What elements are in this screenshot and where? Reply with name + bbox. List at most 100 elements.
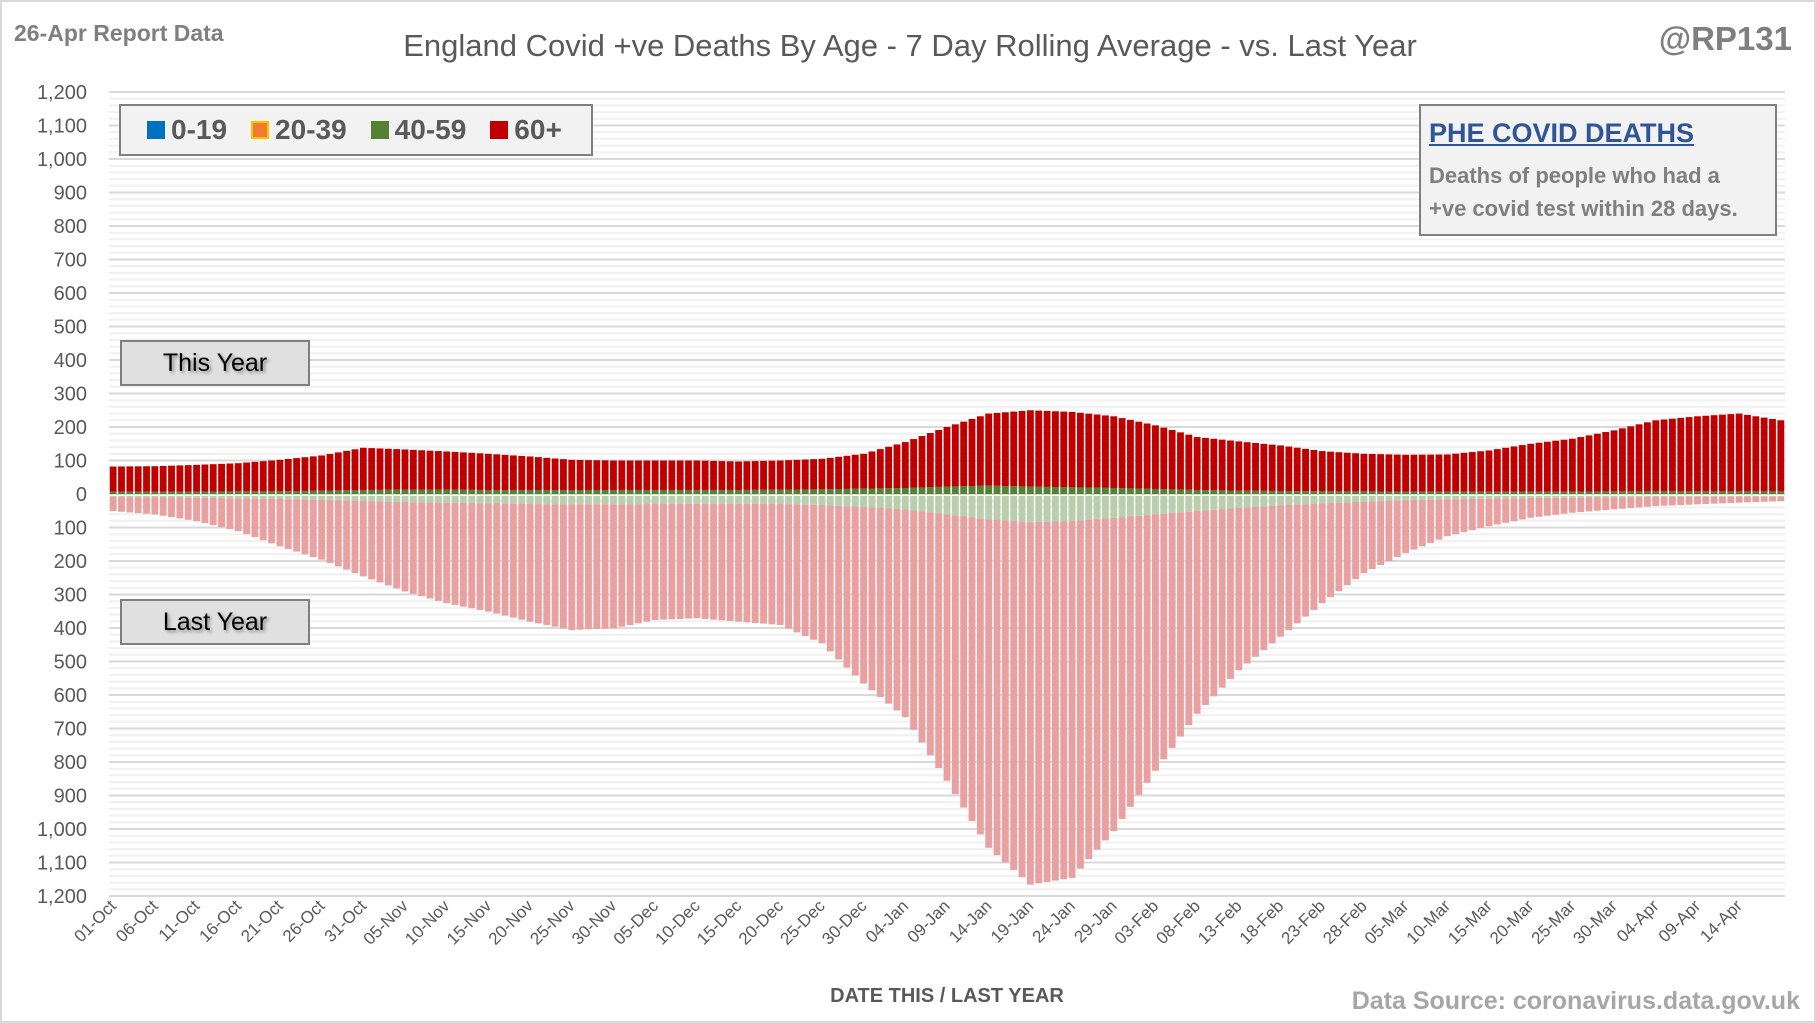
bar-last-year-60-plus bbox=[1543, 497, 1551, 516]
bar-last-year-40-59 bbox=[1477, 496, 1485, 499]
y-tick-label: 800 bbox=[54, 216, 87, 238]
bar-last-year-40-59 bbox=[384, 496, 392, 502]
bar-this-year-40-59 bbox=[343, 490, 351, 494]
bar-this-year-60-plus bbox=[635, 460, 642, 490]
bar-last-year-60-plus bbox=[1001, 520, 1009, 863]
bar-last-year-60-plus bbox=[518, 503, 526, 620]
bar-last-year-40-59 bbox=[1493, 496, 1501, 499]
bar-last-year-40-59 bbox=[1652, 496, 1660, 498]
bar-this-year-40-59 bbox=[1527, 491, 1535, 494]
bar-last-year-40-59 bbox=[1085, 496, 1093, 520]
bar-this-year-60-plus bbox=[1243, 442, 1251, 491]
bar-last-year-60-plus bbox=[860, 507, 868, 684]
bar-this-year-40-59 bbox=[351, 490, 359, 494]
bar-this-year-40-59 bbox=[743, 489, 751, 494]
bar-last-year-40-59 bbox=[1026, 496, 1034, 523]
bar-this-year-60-plus bbox=[1568, 438, 1576, 492]
bar-last-year-60-plus bbox=[760, 503, 767, 624]
bar-last-year-60-plus bbox=[935, 513, 943, 769]
bar-this-year-60-plus bbox=[526, 456, 534, 490]
bar-this-year-40-59 bbox=[384, 489, 392, 494]
x-tick-label: 26-Oct bbox=[279, 896, 329, 946]
bar-last-year-60-plus bbox=[1318, 503, 1326, 604]
bar-last-year-40-59 bbox=[209, 496, 217, 498]
bar-this-year-40-59 bbox=[968, 486, 976, 494]
bar-last-year-60-plus bbox=[576, 504, 584, 630]
bar-last-year-60-plus bbox=[710, 503, 717, 620]
bar-last-year-40-59 bbox=[1452, 496, 1460, 500]
bar-this-year-60-plus bbox=[1385, 454, 1393, 492]
bar-this-year-40-59 bbox=[501, 489, 509, 494]
bar-this-year-40-59 bbox=[1452, 491, 1460, 494]
bar-this-year-60-plus bbox=[1310, 449, 1318, 492]
this-year-label: This Year bbox=[120, 340, 310, 386]
bar-this-year-60-plus bbox=[893, 444, 901, 489]
bar-last-year-60-plus bbox=[1010, 521, 1018, 870]
bar-this-year-40-59 bbox=[1543, 491, 1551, 494]
bar-this-year-40-59 bbox=[910, 487, 918, 494]
bar-last-year-60-plus bbox=[1518, 498, 1526, 520]
bar-last-year-60-plus bbox=[1402, 500, 1410, 553]
bar-this-year-60-plus bbox=[1710, 415, 1718, 492]
bar-last-year-40-59 bbox=[1018, 496, 1026, 522]
bar-this-year-60-plus bbox=[1093, 414, 1101, 488]
bar-last-year-40-59 bbox=[1060, 496, 1068, 522]
bar-this-year-60-plus bbox=[1218, 439, 1226, 491]
x-tick-label: 30-Mar bbox=[1569, 896, 1621, 948]
bar-this-year-40-59 bbox=[1560, 491, 1568, 494]
bar-this-year-60-plus bbox=[168, 465, 175, 492]
bar-this-year-60-plus bbox=[910, 439, 918, 488]
bar-last-year-60-plus bbox=[1193, 511, 1201, 714]
bar-this-year-60-plus bbox=[309, 456, 317, 491]
bar-this-year-40-59 bbox=[109, 491, 117, 494]
bar-this-year-40-59 bbox=[476, 489, 484, 494]
bar-this-year-40-59 bbox=[1001, 486, 1009, 494]
bar-this-year-40-59 bbox=[893, 488, 901, 494]
bar-this-year-60-plus bbox=[1051, 411, 1059, 488]
bar-last-year-40-59 bbox=[1293, 496, 1301, 505]
bar-last-year-40-59 bbox=[1193, 496, 1201, 512]
bar-last-year-60-plus bbox=[1643, 497, 1651, 507]
legend: 0-19 20-39 40-59 60+ bbox=[119, 104, 593, 156]
y-tick-label: 0 bbox=[76, 484, 87, 506]
bar-last-year-40-59 bbox=[1135, 496, 1143, 516]
bar-last-year-40-59 bbox=[960, 496, 968, 517]
bar-this-year-40-59 bbox=[568, 489, 576, 494]
bar-last-year-60-plus bbox=[726, 503, 734, 621]
bar-last-year-40-59 bbox=[1218, 496, 1226, 510]
bar-this-year-40-59 bbox=[1060, 487, 1068, 494]
bar-last-year-60-plus bbox=[1602, 497, 1610, 511]
bar-this-year-60-plus bbox=[359, 447, 367, 490]
x-tick-label: 09-Jan bbox=[904, 896, 954, 946]
bar-last-year-60-plus bbox=[451, 502, 459, 605]
bar-this-year-60-plus bbox=[1669, 418, 1676, 492]
bar-this-year-60-plus bbox=[968, 418, 976, 487]
bar-this-year-40-59 bbox=[1260, 490, 1268, 494]
bar-this-year-60-plus bbox=[184, 465, 192, 492]
bar-this-year-60-plus bbox=[126, 466, 134, 492]
bar-this-year-40-59 bbox=[1510, 491, 1518, 494]
bar-this-year-40-59 bbox=[1210, 490, 1218, 494]
bar-last-year-60-plus bbox=[1627, 497, 1635, 509]
bar-last-year-40-59 bbox=[593, 496, 601, 505]
bar-last-year-40-59 bbox=[193, 496, 200, 498]
bar-last-year-40-59 bbox=[1043, 496, 1051, 522]
bar-this-year-60-plus bbox=[1527, 443, 1535, 492]
bar-last-year-40-59 bbox=[343, 496, 351, 501]
x-tick-label: 10-Dec bbox=[651, 896, 704, 949]
bar-last-year-40-59 bbox=[176, 496, 184, 498]
bar-last-year-40-59 bbox=[618, 496, 626, 505]
y-tick-label: 1,100 bbox=[37, 116, 87, 138]
bar-this-year-40-59 bbox=[826, 489, 834, 494]
bar-last-year-40-59 bbox=[1427, 496, 1435, 500]
bar-this-year-60-plus bbox=[701, 460, 709, 490]
bar-this-year-60-plus bbox=[326, 453, 334, 491]
bar-last-year-40-59 bbox=[443, 496, 451, 503]
bar-this-year-60-plus bbox=[1627, 426, 1635, 492]
bar-this-year-40-59 bbox=[943, 486, 951, 494]
bar-last-year-60-plus bbox=[1285, 504, 1293, 630]
bar-last-year-60-plus bbox=[1685, 497, 1693, 505]
bar-last-year-60-plus bbox=[1202, 510, 1209, 706]
bar-this-year-60-plus bbox=[1443, 454, 1451, 492]
